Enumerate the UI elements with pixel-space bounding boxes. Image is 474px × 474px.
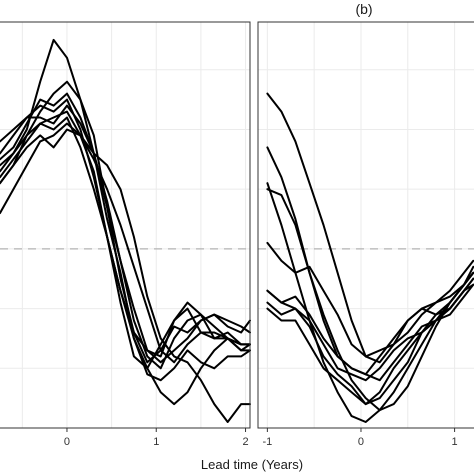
series-line-right-7: [266, 283, 474, 382]
x-tick-label: 0: [64, 436, 70, 448]
series-line-left-6: [0, 122, 251, 364]
series-line-left-8: [0, 128, 251, 423]
x-tick-label: -1: [262, 436, 272, 448]
panel-right-background: [258, 22, 474, 428]
x-axis-title: Lead time (Years): [201, 457, 303, 472]
panel-right-title: (b): [355, 1, 372, 17]
series-line-right-5: [266, 271, 474, 406]
series-line-left-3: [0, 92, 251, 358]
series-line-right-9: [266, 182, 474, 423]
series-line-left-2: [0, 38, 251, 382]
series-line-right-1: [266, 92, 474, 364]
x-tick-label: 1: [153, 436, 159, 448]
panel-left-border: [0, 21, 251, 429]
panel-right-series: [266, 92, 474, 423]
series-line-right-8: [266, 146, 474, 412]
panel-left: 0 1 2: [0, 21, 251, 448]
x-tick-label: 0: [358, 436, 364, 448]
panel-left-x-ticks: 0 1 2: [64, 428, 249, 448]
series-line-right-3: [266, 241, 474, 358]
panel-right-border: [257, 21, 474, 429]
x-tick-label: 1: [452, 436, 458, 448]
x-tick-label: 2: [242, 436, 248, 448]
panel-right-x-ticks: -1 0 1: [262, 428, 458, 448]
series-line-left-9: [0, 104, 251, 370]
series-line-left-7: [0, 110, 251, 364]
series-line-left-4: [0, 98, 251, 370]
panel-left-background: [0, 22, 250, 428]
panel-left-series: [0, 38, 251, 423]
panel-right: (b) -1 0 1: [257, 1, 474, 448]
